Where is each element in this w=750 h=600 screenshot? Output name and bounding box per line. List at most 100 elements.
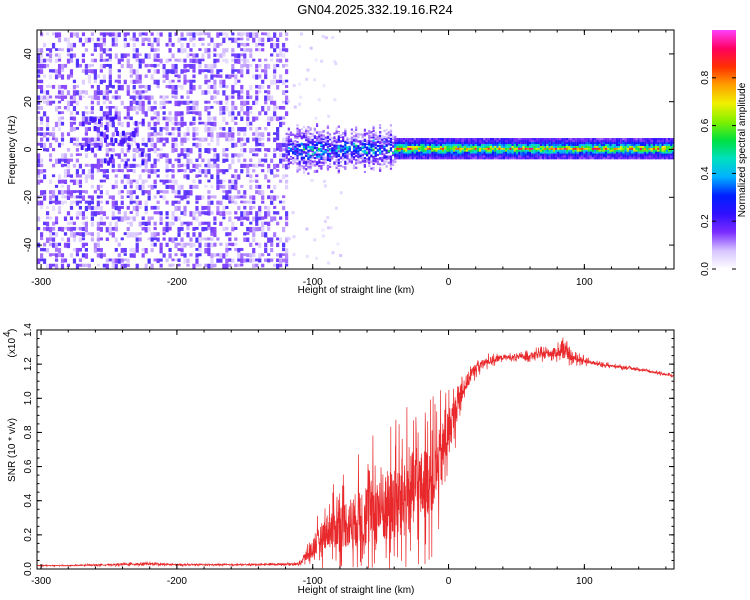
spectrogram-cell <box>150 148 154 152</box>
spectrogram-cell <box>433 153 436 156</box>
spectrogram-cell <box>581 153 584 156</box>
spectrogram-cell <box>620 157 623 160</box>
spectrogram-cell <box>522 149 525 152</box>
spectrogram-cell <box>156 48 160 52</box>
spectrogram-cell <box>96 247 100 252</box>
y-tick-label: 40 <box>23 48 34 60</box>
spectrogram-cell <box>267 169 271 173</box>
spectrogram-cell <box>407 153 410 156</box>
spectrogram-cell <box>515 138 519 141</box>
spectrogram-cell <box>505 138 508 141</box>
spectrogram-cell <box>309 147 312 150</box>
spectrogram-cell <box>487 145 490 148</box>
spectrogram-cell <box>548 149 551 152</box>
x-tick-label: 100 <box>576 277 593 288</box>
spectrogram-cell <box>620 155 623 158</box>
spectrogram-cell <box>385 149 388 152</box>
spectrogram-cell <box>324 36 328 40</box>
spectrogram-cell <box>141 142 145 146</box>
spectrogram-cell <box>331 251 335 255</box>
spectrogram-cell <box>54 48 59 51</box>
spectrogram-cell <box>359 154 362 158</box>
spectrogram-cell <box>342 154 345 157</box>
spectrogram-cell <box>489 139 493 143</box>
spectrogram-cell <box>135 242 139 248</box>
spectrogram-cell <box>37 163 41 168</box>
spectrogram-cell <box>546 143 549 146</box>
spectrogram-cell <box>344 147 347 150</box>
spectrogram-cell <box>189 158 193 164</box>
spectrogram-cell <box>578 153 582 156</box>
spectrogram-cell <box>60 90 65 96</box>
spectrogram-cell <box>42 111 47 117</box>
spectrogram-cell <box>171 95 175 99</box>
spectrogram-cell <box>228 263 232 267</box>
spectrogram-cell <box>294 143 297 146</box>
spectrogram-cell <box>72 95 77 101</box>
spectrogram-cell <box>192 132 196 138</box>
spectrogram-cell <box>138 205 142 209</box>
spectrogram-cell <box>394 147 397 150</box>
spectrogram-cell <box>249 253 253 258</box>
spectrogram-cell <box>39 127 44 131</box>
spectrogram-cell <box>93 69 97 75</box>
spectrogram-cell <box>207 142 211 146</box>
spectrogram-cell <box>165 132 169 136</box>
spectrogram-cell <box>622 155 625 158</box>
spectrogram-cell <box>39 121 44 125</box>
spectrogram-cell <box>120 195 124 200</box>
spectrogram-cell <box>292 157 295 160</box>
spectrogram-cell <box>204 169 208 174</box>
spectrogram-cell <box>618 147 621 150</box>
spectrogram-cell <box>415 143 419 146</box>
spectrogram-cell <box>437 151 440 154</box>
spectrogram-cell <box>557 138 560 141</box>
spectrogram-cell <box>126 190 130 195</box>
spectrogram-cell <box>243 190 247 195</box>
spectrogram-cell <box>144 200 148 206</box>
spectrogram-cell <box>213 84 217 90</box>
spectrogram-cell <box>234 53 238 58</box>
spectrogram-cell <box>513 153 516 156</box>
spectrogram-cell <box>207 63 211 70</box>
spectrogram-cell <box>537 139 540 143</box>
spectrogram-cell <box>394 149 397 152</box>
spectrogram-cell <box>234 37 238 44</box>
spectrogram-cell <box>385 139 388 142</box>
spectrogram-cell <box>108 142 112 146</box>
spectrogram-cell <box>96 74 100 79</box>
spectrogram-cell <box>337 153 340 156</box>
spectrogram-cell <box>51 242 56 248</box>
spectrogram-cell <box>147 42 151 47</box>
spectrogram-cell <box>75 84 80 89</box>
spectrogram-cell <box>294 150 297 153</box>
spectrogram-cell <box>273 137 277 143</box>
spectrogram-cell <box>626 143 629 146</box>
spectrogram-cell <box>258 84 262 90</box>
spectrogram-cell <box>289 143 293 146</box>
spectrogram-cell <box>424 153 427 156</box>
spectrogram-cell <box>63 163 68 167</box>
spectrogram-cell <box>631 149 634 152</box>
spectrogram-cell <box>69 116 74 121</box>
spectrogram-cell <box>548 143 551 146</box>
spectrogram-cell <box>72 237 77 242</box>
spectrogram-cell <box>122 138 126 144</box>
spectrogram-cell <box>583 147 586 150</box>
spectrogram-cell <box>240 195 244 199</box>
spectrogram-cell <box>105 58 109 62</box>
spectrogram-cell <box>57 63 62 70</box>
spectrogram-cell <box>138 153 142 158</box>
spectrogram-cell <box>672 147 674 150</box>
spectrogram-cell <box>668 155 671 158</box>
spectrogram-cell <box>240 100 244 106</box>
spectrogram-cell <box>174 200 178 204</box>
spectrogram-cell <box>204 263 208 268</box>
spectrogram-cell <box>598 139 601 143</box>
spectrogram-cell <box>352 139 356 142</box>
spectrogram-cell <box>437 153 440 156</box>
spectrogram-cell <box>98 145 102 151</box>
spectrogram-cell <box>93 121 97 125</box>
spectrogram-cell <box>165 84 169 89</box>
spectrogram-cell <box>411 138 414 141</box>
